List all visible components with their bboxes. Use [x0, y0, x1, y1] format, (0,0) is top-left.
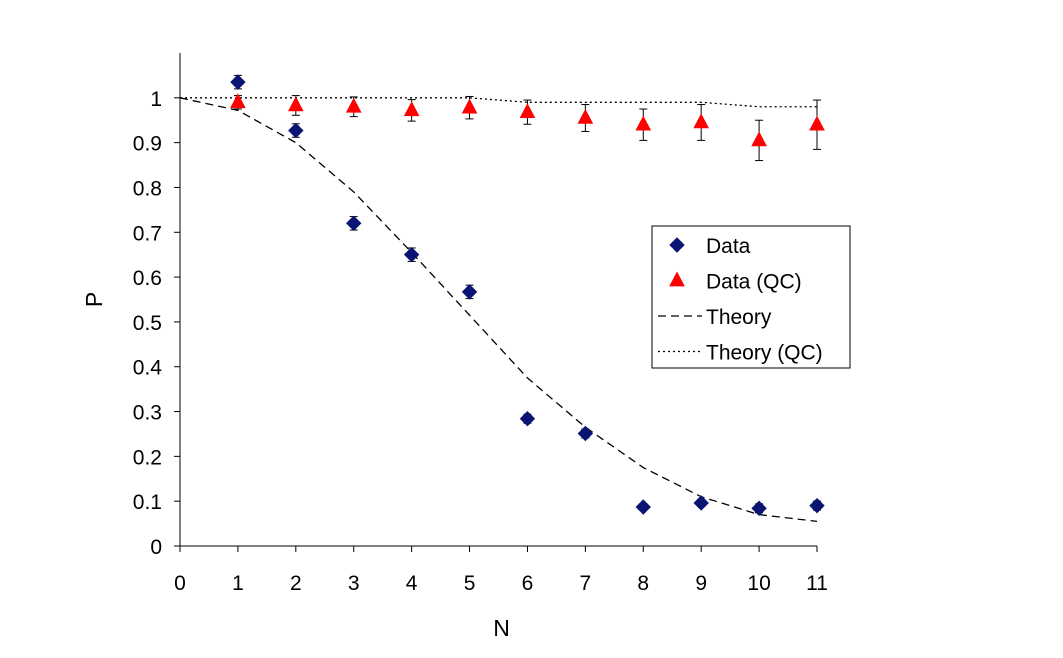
data-point	[519, 411, 536, 427]
x-tick-label: 10	[747, 572, 770, 595]
data-point	[809, 497, 825, 514]
data-point	[346, 215, 362, 232]
y-axis-title: P	[81, 292, 107, 307]
legend-data-qc-swatch	[669, 271, 685, 287]
x-tick-label: 9	[695, 572, 707, 595]
x-tick-label: 7	[580, 572, 592, 595]
data-point	[693, 495, 709, 511]
y-tick-label: 0.5	[133, 312, 162, 335]
data-point	[288, 122, 304, 139]
x-tick-label: 5	[464, 572, 476, 595]
data-point	[577, 425, 594, 442]
data-qc-point	[345, 97, 362, 113]
data-qc-point	[230, 93, 246, 109]
y-tick-label: 1	[150, 88, 162, 111]
theory-qc-line	[180, 97, 817, 108]
ticks-layer: 0 1 2 3 4 5 6 7 8 9 10 11 0 0.1 0.2 0.3 0.4 0.5 0.6 0.7 0.8 0…	[133, 88, 828, 595]
data-qc-point	[809, 115, 825, 131]
x-tick-label: 4	[406, 572, 418, 595]
legend-theory-label: Theory	[706, 306, 772, 329]
theory-line	[179, 97, 818, 522]
y-tick-label: 0.3	[133, 402, 162, 425]
y-tick-label: 0.2	[133, 446, 162, 469]
data-qc-point	[693, 113, 710, 129]
data-point	[230, 74, 246, 90]
data-qc-point	[519, 103, 536, 118]
data-point	[461, 284, 478, 300]
data-qc-point	[403, 101, 420, 117]
x-axis-title: N	[493, 615, 510, 641]
x-tick-label: 1	[232, 572, 244, 595]
data-qc-point	[751, 131, 767, 147]
x-tick-label: 3	[348, 572, 360, 595]
data-point	[635, 499, 651, 515]
y-tick-label: 0.8	[133, 177, 162, 200]
data-qc-point	[577, 108, 594, 124]
y-tick-label: 0.1	[133, 491, 162, 514]
data-points-layer	[230, 74, 825, 517]
x-tick-label: 2	[290, 572, 302, 595]
axes-layer	[179, 53, 817, 547]
data-qc-point	[461, 98, 478, 114]
x-tick-label: 11	[806, 572, 828, 595]
legend-data-label: Data	[706, 235, 751, 258]
y-tick-label: 0.6	[133, 267, 162, 290]
x-tick-label: 8	[637, 572, 649, 595]
x-tick-label: 6	[522, 572, 534, 595]
data-qc-point	[287, 96, 304, 112]
y-tick-label: 0.7	[133, 222, 162, 245]
y-tick-label: 0.9	[133, 133, 162, 156]
legend-data-qc-label: Data (QC)	[706, 271, 802, 294]
y-tick-label: 0.4	[133, 357, 163, 380]
legend-theory-qc-label: Theory (QC)	[706, 342, 823, 365]
data-qc-point	[635, 115, 652, 131]
data-point	[751, 500, 767, 517]
data-point	[403, 246, 420, 263]
legend: Data Data (QC) Theory Theory (QC)	[651, 225, 851, 369]
legend-data-swatch	[669, 237, 685, 253]
legend-box	[651, 225, 851, 369]
x-tick-label: 0	[174, 572, 186, 595]
y-tick-label: 0	[150, 536, 162, 559]
theory-lines-layer	[179, 97, 818, 522]
